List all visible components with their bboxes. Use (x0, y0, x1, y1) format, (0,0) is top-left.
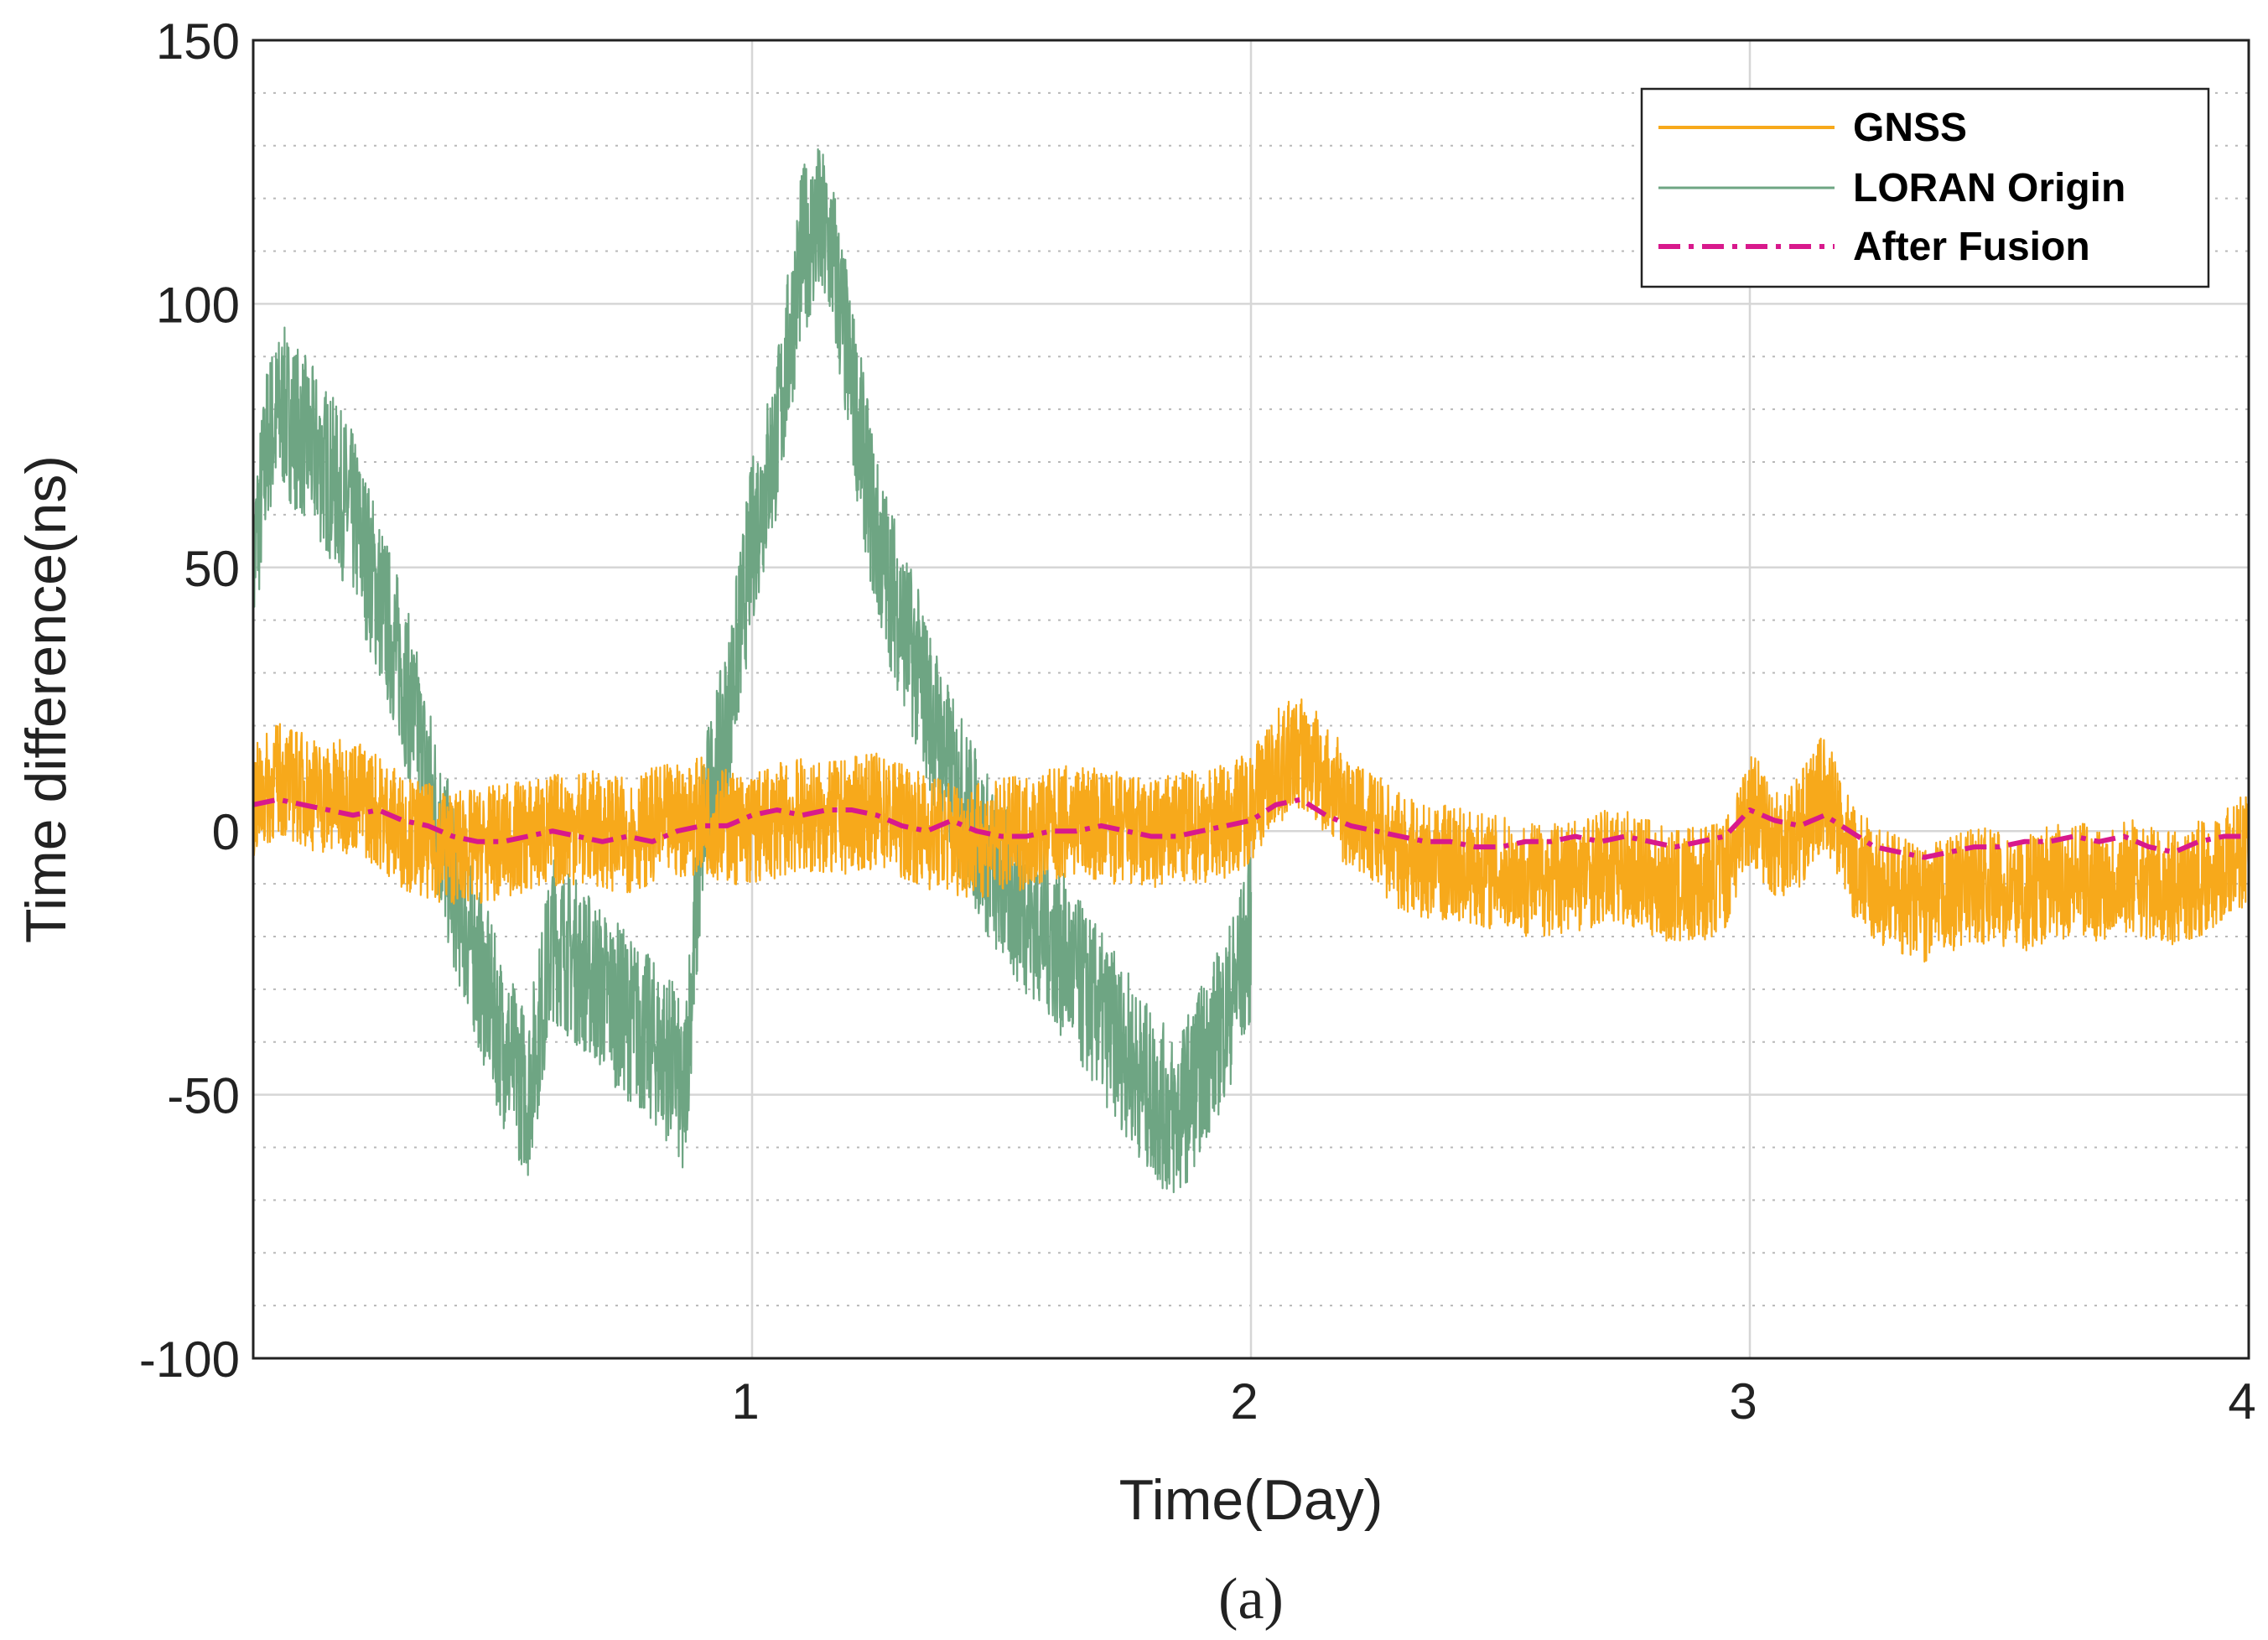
y-tick-label: -100 (139, 1331, 240, 1388)
x-tick-label: 3 (1729, 1373, 1757, 1430)
series-layer (252, 148, 2250, 1194)
x-tick-labels: 1 2 3 4 (731, 1373, 2255, 1430)
legend: GNSS LORAN Origin After Fusion (1640, 87, 2210, 288)
series-line-gnss (252, 698, 2250, 963)
x-tick-label: 1 (731, 1373, 759, 1430)
x-tick-label: 4 (2228, 1373, 2255, 1430)
x-axis-label: Time(Day) (1119, 1468, 1383, 1532)
y-tick-labels: -100 -50 0 50 100 150 (139, 13, 240, 1388)
series-line-loran-origin (252, 148, 1253, 1194)
figure-caption: (a) (1218, 1567, 1284, 1632)
y-tick-label: -50 (167, 1068, 240, 1124)
axes-box (252, 39, 2250, 1360)
legend-label-after-fusion: After Fusion (1853, 225, 2090, 269)
y-tick-label: 100 (156, 277, 240, 333)
y-tick-label: 50 (184, 541, 240, 597)
y-axis-label: Time difference(ns) (14, 455, 78, 943)
y-tick-label: 150 (156, 13, 240, 70)
y-tick-label: 0 (212, 804, 240, 860)
legend-label-gnss: GNSS (1853, 106, 1967, 150)
legend-label-loran-origin: LORAN Origin (1853, 166, 2125, 210)
x-tick-label: 2 (1230, 1373, 1258, 1430)
